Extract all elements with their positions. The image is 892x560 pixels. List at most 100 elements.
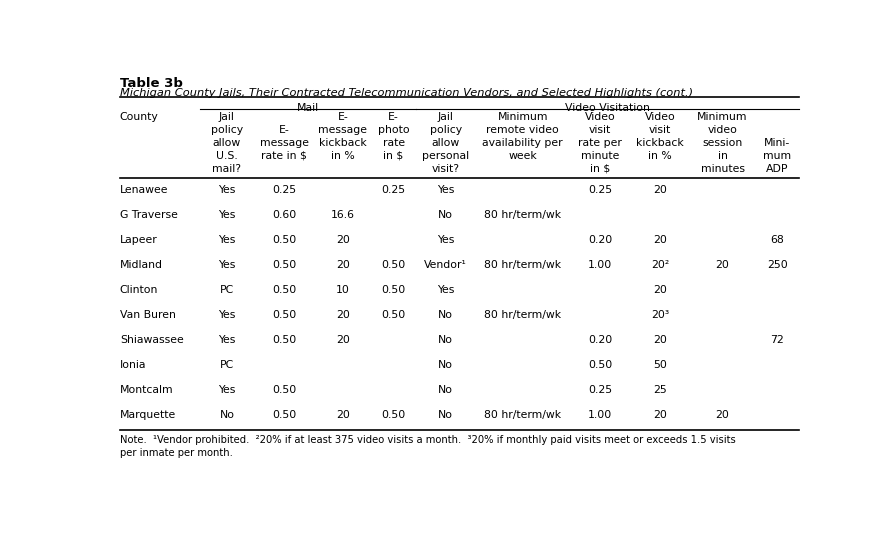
Text: 0.50: 0.50 bbox=[272, 335, 296, 345]
Text: Van Buren: Van Buren bbox=[120, 310, 176, 320]
Text: in %: in % bbox=[331, 151, 355, 161]
Text: Marquette: Marquette bbox=[120, 410, 176, 420]
Text: G Traverse: G Traverse bbox=[120, 210, 178, 220]
Text: in: in bbox=[718, 151, 728, 161]
Text: 1.00: 1.00 bbox=[588, 260, 612, 270]
Text: 0.25: 0.25 bbox=[588, 185, 612, 195]
Text: No: No bbox=[438, 310, 453, 320]
Text: 72: 72 bbox=[771, 335, 784, 345]
Text: Shiawassee: Shiawassee bbox=[120, 335, 184, 345]
Text: No: No bbox=[438, 210, 453, 220]
Text: 0.50: 0.50 bbox=[272, 385, 296, 395]
Text: Montcalm: Montcalm bbox=[120, 385, 173, 395]
Text: 0.25: 0.25 bbox=[588, 385, 612, 395]
Text: kickback: kickback bbox=[636, 138, 683, 148]
Text: 1.00: 1.00 bbox=[588, 410, 612, 420]
Text: Jail: Jail bbox=[219, 112, 235, 122]
Text: week: week bbox=[508, 151, 537, 161]
Text: Vendor¹: Vendor¹ bbox=[425, 260, 467, 270]
Text: 20: 20 bbox=[715, 260, 730, 270]
Text: 0.50: 0.50 bbox=[272, 260, 296, 270]
Text: 0.60: 0.60 bbox=[272, 210, 296, 220]
Text: Lenawee: Lenawee bbox=[120, 185, 169, 195]
Text: 0.50: 0.50 bbox=[272, 285, 296, 295]
Text: PC: PC bbox=[219, 285, 234, 295]
Text: 20: 20 bbox=[336, 310, 350, 320]
Text: personal: personal bbox=[422, 151, 469, 161]
Text: 50: 50 bbox=[653, 360, 667, 370]
Text: message: message bbox=[318, 125, 368, 135]
Text: Video: Video bbox=[584, 112, 615, 122]
Text: 0.25: 0.25 bbox=[272, 185, 296, 195]
Text: video: video bbox=[707, 125, 738, 135]
Text: 20: 20 bbox=[653, 185, 667, 195]
Text: Yes: Yes bbox=[219, 210, 235, 220]
Text: Minimum: Minimum bbox=[698, 112, 747, 122]
Text: 0.20: 0.20 bbox=[588, 335, 612, 345]
Text: E-: E- bbox=[278, 125, 290, 135]
Text: 10: 10 bbox=[336, 285, 350, 295]
Text: Mini-: Mini- bbox=[764, 138, 790, 148]
Text: E-: E- bbox=[337, 112, 348, 122]
Text: 0.50: 0.50 bbox=[382, 260, 406, 270]
Text: in $: in $ bbox=[590, 164, 610, 174]
Text: No: No bbox=[438, 360, 453, 370]
Text: minute: minute bbox=[581, 151, 619, 161]
Text: allow: allow bbox=[213, 138, 241, 148]
Text: 20: 20 bbox=[653, 285, 667, 295]
Text: availability per: availability per bbox=[483, 138, 563, 148]
Text: PC: PC bbox=[219, 360, 234, 370]
Text: 20: 20 bbox=[653, 235, 667, 245]
Text: 80 hr/term/wk: 80 hr/term/wk bbox=[484, 210, 561, 220]
Text: 80 hr/term/wk: 80 hr/term/wk bbox=[484, 260, 561, 270]
Text: 0.50: 0.50 bbox=[272, 310, 296, 320]
Text: 0.25: 0.25 bbox=[382, 185, 406, 195]
Text: 20: 20 bbox=[336, 235, 350, 245]
Text: policy: policy bbox=[430, 125, 462, 135]
Text: 20²: 20² bbox=[650, 260, 669, 270]
Text: in %: in % bbox=[648, 151, 672, 161]
Text: mum: mum bbox=[764, 151, 791, 161]
Text: County: County bbox=[120, 112, 159, 122]
Text: No: No bbox=[438, 410, 453, 420]
Text: rate in $: rate in $ bbox=[261, 151, 307, 161]
Text: photo: photo bbox=[378, 125, 409, 135]
Text: Mail: Mail bbox=[297, 104, 318, 114]
Text: Yes: Yes bbox=[219, 235, 235, 245]
Text: visit?: visit? bbox=[432, 164, 459, 174]
Text: Yes: Yes bbox=[219, 310, 235, 320]
Text: visit: visit bbox=[648, 125, 671, 135]
Text: kickback: kickback bbox=[319, 138, 367, 148]
Text: 20: 20 bbox=[653, 335, 667, 345]
Text: Yes: Yes bbox=[437, 185, 454, 195]
Text: remote video: remote video bbox=[486, 125, 559, 135]
Text: 0.50: 0.50 bbox=[588, 360, 612, 370]
Text: minutes: minutes bbox=[700, 164, 745, 174]
Text: Midland: Midland bbox=[120, 260, 163, 270]
Text: Ionia: Ionia bbox=[120, 360, 146, 370]
Text: Minimum: Minimum bbox=[498, 112, 548, 122]
Text: allow: allow bbox=[432, 138, 459, 148]
Text: 0.20: 0.20 bbox=[588, 235, 612, 245]
Text: 20³: 20³ bbox=[651, 310, 669, 320]
Text: Note.  ¹Vendor prohibited.  ²20% if at least 375 video visits a month.  ³20% if : Note. ¹Vendor prohibited. ²20% if at lea… bbox=[120, 435, 736, 458]
Text: Table 3b: Table 3b bbox=[120, 77, 183, 90]
Text: 0.50: 0.50 bbox=[272, 235, 296, 245]
Text: 0.50: 0.50 bbox=[382, 310, 406, 320]
Text: Yes: Yes bbox=[219, 385, 235, 395]
Text: 68: 68 bbox=[771, 235, 784, 245]
Text: mail?: mail? bbox=[212, 164, 242, 174]
Text: rate: rate bbox=[383, 138, 405, 148]
Text: 80 hr/term/wk: 80 hr/term/wk bbox=[484, 310, 561, 320]
Text: Yes: Yes bbox=[219, 260, 235, 270]
Text: 25: 25 bbox=[653, 385, 666, 395]
Text: No: No bbox=[438, 335, 453, 345]
Text: Michigan County Jails, Their Contracted Telecommunication Vendors, and Selected : Michigan County Jails, Their Contracted … bbox=[120, 88, 693, 98]
Text: visit: visit bbox=[589, 125, 611, 135]
Text: Yes: Yes bbox=[437, 235, 454, 245]
Text: No: No bbox=[219, 410, 235, 420]
Text: Video Visitation: Video Visitation bbox=[565, 104, 650, 114]
Text: policy: policy bbox=[211, 125, 243, 135]
Text: Jail: Jail bbox=[438, 112, 453, 122]
Text: U.S.: U.S. bbox=[216, 151, 238, 161]
